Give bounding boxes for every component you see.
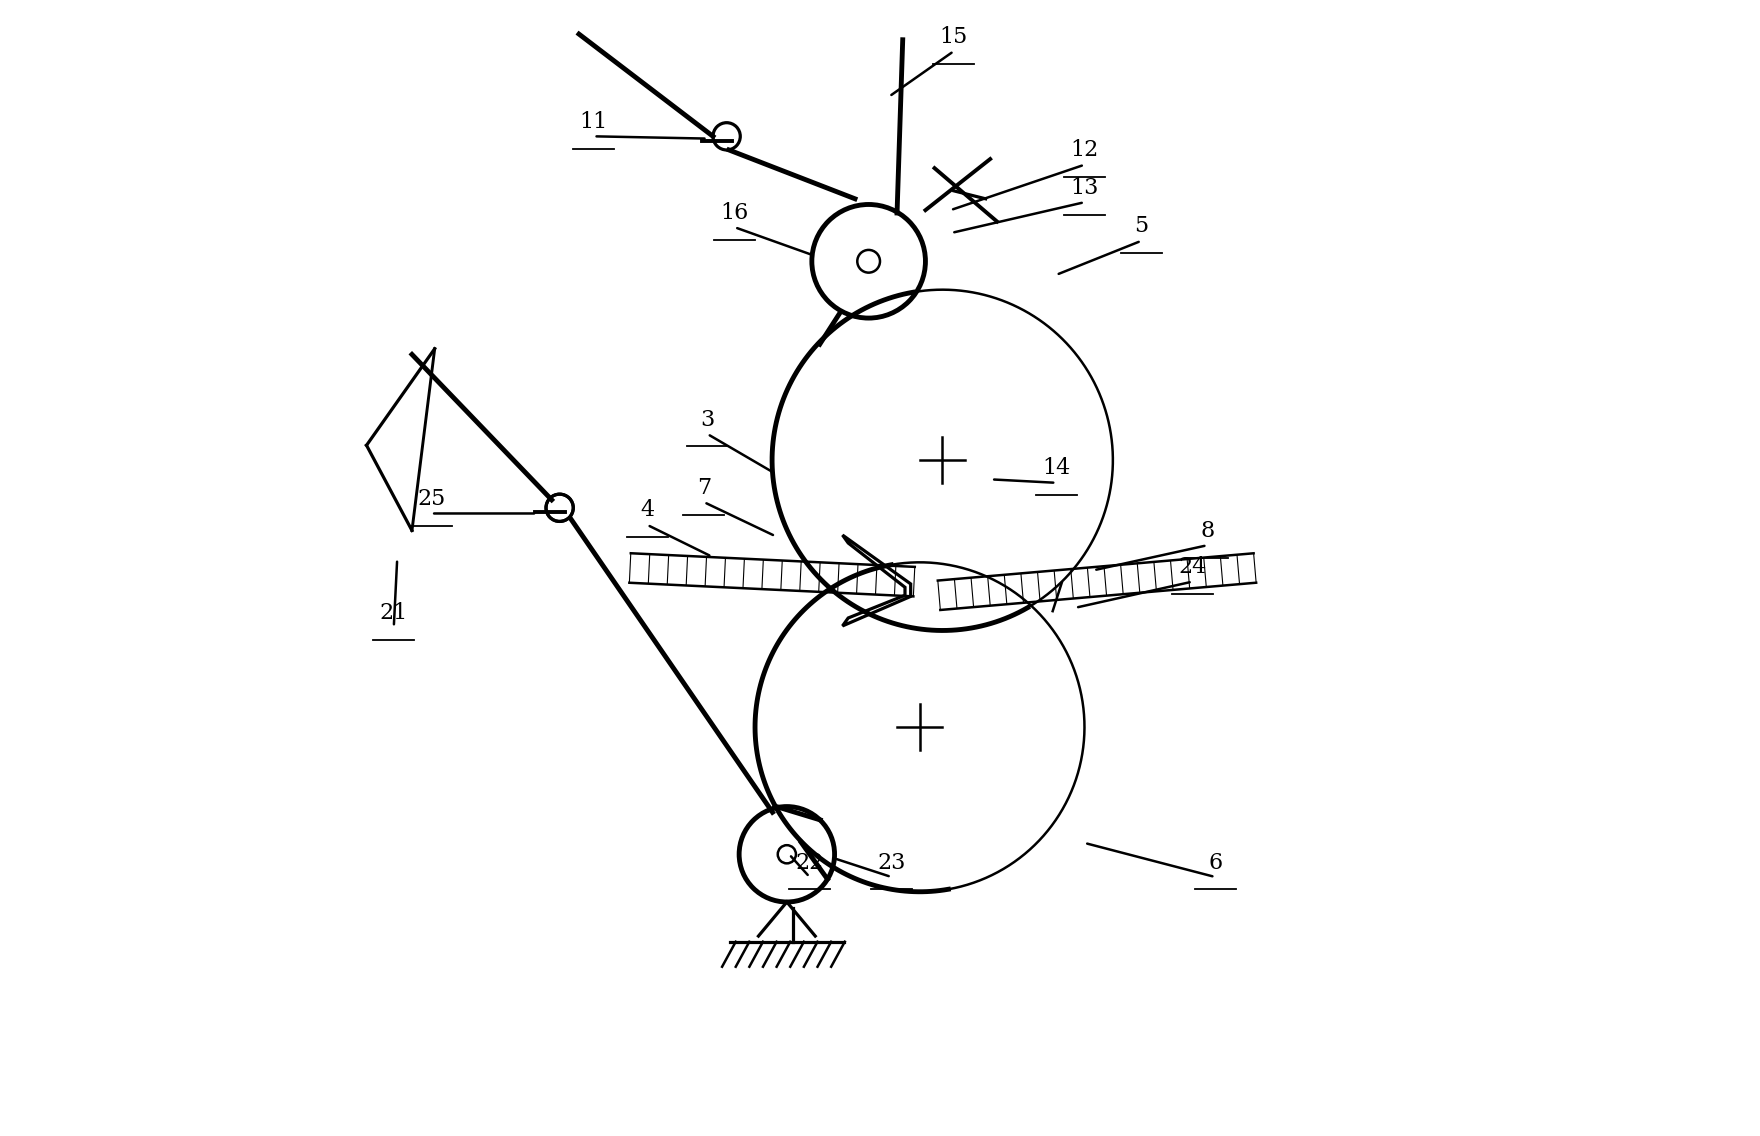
Text: 12: 12 [1070, 140, 1098, 161]
Text: 6: 6 [1207, 852, 1221, 874]
Text: 5: 5 [1133, 216, 1148, 237]
Text: 13: 13 [1070, 177, 1098, 199]
Text: 4: 4 [641, 500, 655, 521]
Text: 3: 3 [700, 409, 715, 431]
Text: 21: 21 [380, 602, 408, 624]
Text: 14: 14 [1042, 458, 1070, 479]
Text: 8: 8 [1200, 520, 1214, 542]
Text: 24: 24 [1177, 557, 1207, 578]
Text: 22: 22 [796, 852, 824, 874]
Text: 25: 25 [417, 488, 445, 510]
Text: 15: 15 [940, 26, 968, 48]
Text: 16: 16 [720, 202, 748, 224]
Text: 11: 11 [579, 111, 607, 133]
Text: 23: 23 [876, 852, 906, 874]
Text: 7: 7 [697, 477, 711, 499]
